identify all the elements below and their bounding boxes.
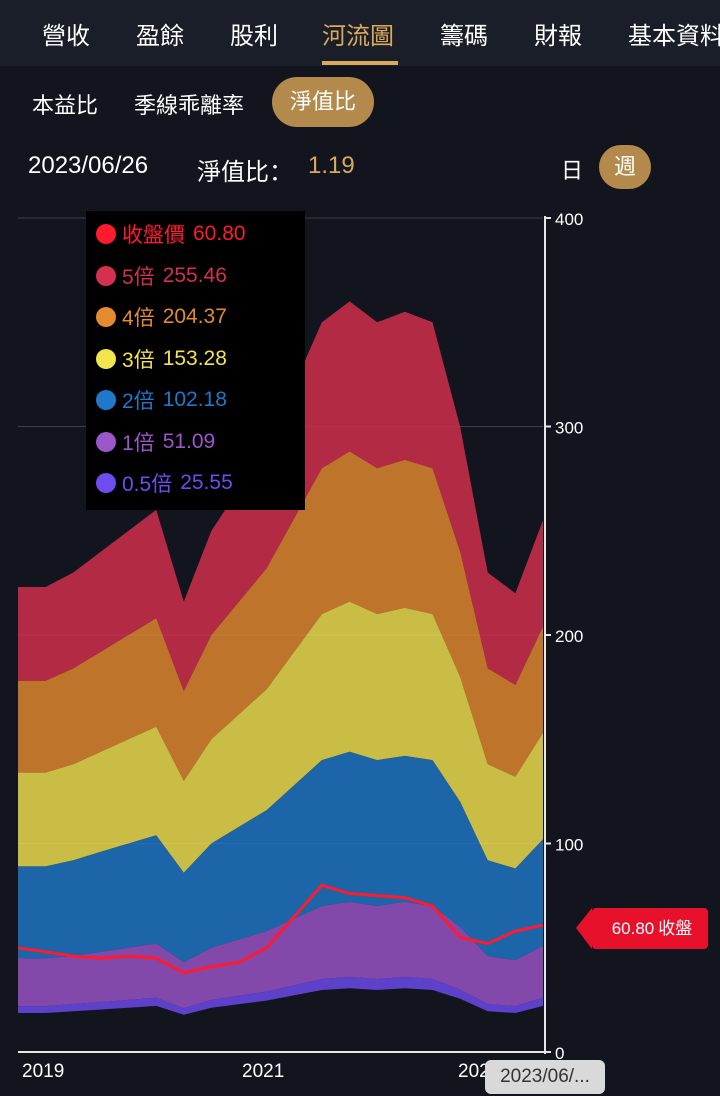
period-day-button[interactable]: 日: [561, 158, 584, 183]
pb-ratio-value: 1.19: [308, 152, 355, 179]
legend-2x-label: 2倍: [122, 390, 155, 413]
legend-close: 收盤價 60.80: [96, 219, 246, 249]
tab-basic-info[interactable]: 基本資料: [628, 23, 720, 50]
x-tick-label-2021: 2021: [242, 1061, 284, 1082]
tab-chips[interactable]: 籌碼: [440, 23, 488, 50]
legend-3x-value: 153.28: [162, 347, 227, 370]
legend-5x-value: 255.46: [162, 264, 227, 287]
legend-1x-label: 1倍: [122, 432, 155, 455]
legend-2x: 2倍 102.18: [96, 385, 227, 415]
legend-4x: 4倍 204.37: [96, 302, 227, 332]
tab-river-chart[interactable]: 河流圖: [322, 23, 394, 50]
band-3x-dot-icon: [96, 349, 116, 369]
close-price-tag-value: 60.80: [611, 919, 655, 938]
subtab-pb-ratio[interactable]: 淨值比: [272, 77, 374, 127]
legend-1x-value: 51.09: [162, 430, 216, 453]
active-tab-underline: [322, 61, 398, 65]
tab-revenue[interactable]: 營收: [42, 23, 90, 50]
close-dot-icon: [96, 224, 116, 244]
tab-financials[interactable]: 財報: [534, 23, 582, 50]
current-date: 2023/06/26: [28, 152, 149, 179]
close-price-line: [17, 883, 544, 975]
legend-3x: 3倍 153.28: [96, 344, 227, 374]
band-4x-dot-icon: [96, 307, 116, 327]
y-tick-label-400: 400: [555, 210, 583, 229]
top-nav: 營收 盈餘 股利 河流圖 籌碼 財報 基本資料: [0, 0, 720, 66]
crosshair-date-chip: 2023/06/...: [485, 1060, 605, 1094]
legend-half-label: 0.5倍: [122, 473, 173, 496]
period-week-button[interactable]: 週: [599, 145, 651, 189]
band-5x-dot-icon: [96, 266, 116, 286]
legend-close-label: 收盤價: [122, 224, 185, 247]
band-2x-dot-icon: [96, 390, 116, 410]
band-1x-dot-icon: [96, 432, 116, 452]
legend-3x-label: 3倍: [122, 349, 155, 372]
band-0.5倍: [18, 976, 543, 1015]
y-tick-label-100: 100: [555, 836, 583, 855]
legend-1x: 1倍 51.09: [96, 427, 215, 457]
legend-4x-value: 204.37: [162, 305, 227, 328]
legend-5x-label: 5倍: [122, 266, 155, 289]
legend-4x-label: 4倍: [122, 307, 155, 330]
close-price-tag-label: 收盤: [658, 919, 693, 938]
legend-2x-value: 102.18: [162, 388, 227, 411]
x-tick-label-2019: 2019: [22, 1061, 64, 1082]
legend-half-value: 25.55: [180, 471, 233, 494]
band-3倍: [18, 601, 543, 873]
tab-dividend[interactable]: 股利: [230, 23, 278, 50]
pb-ratio-label: 淨值比：: [197, 159, 293, 186]
legend-close-value: 60.80: [193, 222, 246, 245]
subtab-quarterly-deviation[interactable]: 季線乖離率: [134, 93, 245, 118]
close-price-tag: 60.80 收盤: [576, 908, 708, 949]
y-tick-label-200: 200: [555, 627, 583, 646]
band-4倍: [18, 451, 543, 781]
y-tick-label-0: 0: [555, 1044, 564, 1063]
legend-5x: 5倍 255.46: [96, 261, 227, 291]
chart-legend: 收盤價 60.80 5倍 255.46 4倍 204.37 3倍 153.28 …: [86, 211, 305, 510]
band-1倍: [18, 901, 543, 1009]
band-half-dot-icon: [96, 473, 116, 493]
subtab-pe-ratio[interactable]: 本益比: [32, 93, 99, 118]
legend-half: 0.5倍 25.55: [96, 468, 233, 498]
tab-earnings[interactable]: 盈餘: [136, 23, 184, 50]
band-2倍: [18, 751, 543, 963]
y-tick-label-300: 300: [555, 419, 583, 438]
